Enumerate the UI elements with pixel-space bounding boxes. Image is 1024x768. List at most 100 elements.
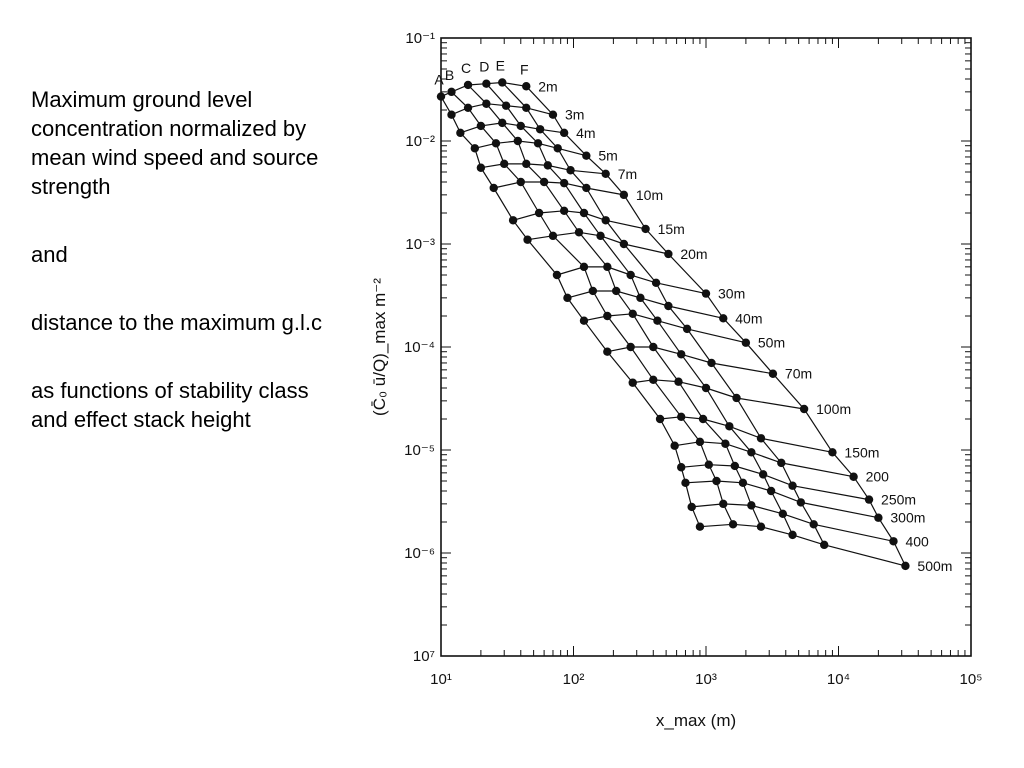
curve-label-70m: 70m [785, 366, 812, 382]
data-point [548, 110, 558, 119]
data-point [698, 414, 708, 424]
class-line-E [501, 82, 825, 546]
data-point [603, 347, 612, 356]
y-tick-label: 10⁻² [405, 133, 435, 150]
data-point [712, 476, 721, 486]
y-tick-label: 10⁻⁵ [404, 442, 435, 459]
data-point [701, 289, 711, 298]
data-point [579, 316, 589, 325]
data-point [674, 377, 683, 386]
data-point [849, 472, 858, 481]
data-point [719, 499, 728, 509]
height-line-250m [681, 464, 870, 501]
data-point [539, 177, 549, 187]
curve-label-500m: 500m [917, 558, 952, 574]
y-tick-label: 10⁷ [413, 648, 435, 665]
data-point [704, 460, 714, 469]
data-point [719, 314, 728, 323]
stability-class-label: C [461, 60, 471, 76]
data-point [552, 270, 562, 280]
data-point [516, 121, 525, 131]
y-tick-label: 10⁻⁴ [404, 339, 435, 356]
data-point [523, 235, 532, 244]
data-point [677, 350, 686, 359]
curve-label-15m: 15m [658, 221, 685, 237]
data-point [756, 522, 766, 531]
height-line-500m [699, 523, 906, 567]
data-point [730, 461, 740, 471]
data-point [543, 161, 553, 170]
data-point [655, 414, 665, 424]
height-line-10m [493, 181, 625, 196]
data-point [649, 342, 658, 352]
data-point [874, 513, 883, 522]
data-point [664, 249, 673, 259]
y-axis-label: (C̄₀ ū/Q)_max m⁻² [370, 278, 389, 416]
data-point [809, 520, 818, 529]
data-point [491, 139, 501, 148]
data-point [463, 80, 473, 90]
data-point [701, 383, 711, 393]
curve-label-400: 400 [905, 533, 929, 549]
data-point [626, 270, 635, 280]
data-point [653, 316, 662, 325]
data-point [695, 522, 705, 531]
data-point [721, 439, 730, 448]
data-point [636, 293, 645, 303]
class-line-A [440, 96, 701, 527]
data-point [533, 139, 543, 148]
data-point [738, 478, 748, 488]
data-point [768, 369, 778, 378]
data-point [651, 278, 661, 288]
data-point [500, 159, 509, 169]
data-point [601, 216, 610, 225]
data-point [508, 216, 518, 225]
height-line-7m [480, 163, 606, 175]
data-point [670, 441, 679, 450]
caption-line-2: and [31, 242, 68, 267]
height-line-400 [691, 503, 894, 542]
curve-label-40m: 40m [735, 310, 762, 326]
data-point [456, 128, 465, 138]
data-point [628, 309, 637, 319]
data-point [501, 101, 511, 110]
data-point [747, 448, 756, 457]
curve-label-7m: 7m [618, 166, 637, 182]
x-axis-label: x_max (m) [656, 711, 736, 730]
height-line-40m [567, 290, 724, 319]
caption-line-4: as functions of stability class and effe… [31, 378, 309, 432]
curve-label-3m: 3m [565, 107, 584, 123]
data-point [482, 79, 491, 88]
data-point [901, 561, 910, 571]
data-point [681, 478, 690, 488]
data-point [579, 262, 589, 272]
caption-line-3: distance to the maximum g.l.c [31, 310, 323, 335]
data-point [677, 412, 686, 422]
curve-label-50m: 50m [758, 335, 785, 351]
curve-label-30m: 30m [718, 286, 745, 302]
stability-class-label: F [520, 61, 529, 77]
data-point [664, 301, 673, 311]
data-point [548, 231, 558, 241]
data-point [566, 166, 575, 175]
data-point [725, 422, 734, 431]
data-point [489, 183, 498, 193]
height-line-70m [607, 346, 774, 375]
data-point [582, 151, 591, 160]
data-point [777, 458, 786, 468]
data-point [758, 470, 768, 479]
data-point [447, 110, 456, 119]
height-line-300m [685, 480, 879, 519]
data-point [522, 159, 531, 169]
x-tick-label: 10² [563, 671, 585, 688]
x-tick-label: 10⁵ [960, 671, 983, 688]
stability-class-label: D [479, 59, 489, 75]
stability-class-label: B [445, 67, 454, 83]
data-point [619, 190, 629, 200]
height-line-30m [556, 266, 707, 295]
data-point [559, 128, 569, 138]
data-point [799, 404, 809, 414]
data-point [741, 338, 751, 347]
data-point [778, 509, 788, 519]
data-point [498, 78, 507, 87]
